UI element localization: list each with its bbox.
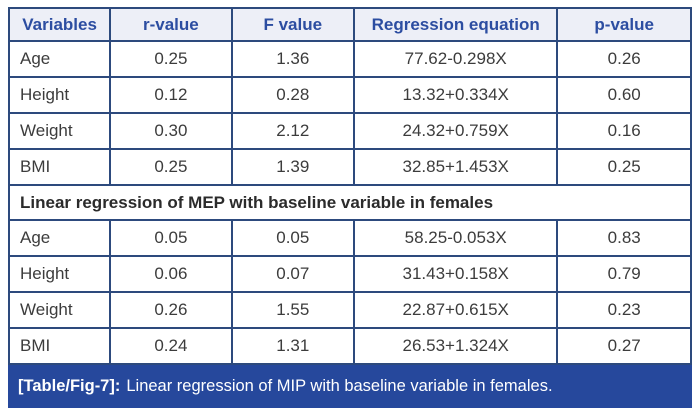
cell-variable: Age <box>7 40 112 78</box>
cell-variable: BMI <box>7 148 112 186</box>
mep-section: Linear regression of MEP with baseline v… <box>8 184 692 221</box>
table-row: Height 0.06 0.07 31.43+0.158X 0.79 <box>7 255 692 293</box>
cell-r-value: 0.25 <box>109 40 233 78</box>
cell-r-value: 0.05 <box>109 219 233 257</box>
cell-r-value: 0.06 <box>109 255 233 293</box>
section-header-row: Linear regression of MEP with baseline v… <box>8 184 692 221</box>
regression-table: Variables r-value F value Regression equ… <box>7 7 692 365</box>
table-row: Age 0.25 1.36 77.62-0.298X 0.26 <box>7 40 692 78</box>
column-header-regression-equation: Regression equation <box>353 7 559 42</box>
column-header-p-value: p-value <box>556 7 692 42</box>
caption-text: Linear regression of MIP with baseline v… <box>126 377 553 395</box>
cell-regression-equation: 31.43+0.158X <box>353 255 559 293</box>
mep-section-body: Age 0.05 0.05 58.25-0.053X 0.83 Height 0.06 0.0… <box>7 219 692 365</box>
cell-variable: Weight <box>7 291 112 329</box>
cell-r-value: 0.30 <box>109 112 233 150</box>
cell-variable: Weight <box>7 112 112 150</box>
table-row: BMI 0.25 1.39 32.85+1.453X 0.25 <box>7 148 692 186</box>
cell-p-value: 0.27 <box>556 327 692 365</box>
cell-p-value: 0.25 <box>556 148 692 186</box>
cell-r-value: 0.12 <box>109 76 233 114</box>
cell-r-value: 0.25 <box>109 148 233 186</box>
cell-f-value: 1.39 <box>230 148 356 186</box>
cell-f-value: 0.05 <box>230 219 356 257</box>
cell-regression-equation: 58.25-0.053X <box>353 219 559 257</box>
cell-p-value: 0.79 <box>556 255 692 293</box>
table-row: Weight 0.26 1.55 22.87+0.615X 0.23 <box>7 291 692 329</box>
cell-f-value: 1.36 <box>230 40 356 78</box>
cell-regression-equation: 22.87+0.615X <box>353 291 559 329</box>
section-header: Linear regression of MEP with baseline v… <box>8 184 692 221</box>
cell-f-value: 0.07 <box>230 255 356 293</box>
cell-regression-equation: 26.53+1.324X <box>353 327 559 365</box>
cell-p-value: 0.83 <box>556 219 692 257</box>
cell-variable: Height <box>7 76 112 114</box>
cell-f-value: 0.28 <box>230 76 356 114</box>
table-row: Age 0.05 0.05 58.25-0.053X 0.83 <box>7 219 692 257</box>
cell-variable: Age <box>7 219 112 257</box>
cell-p-value: 0.26 <box>556 40 692 78</box>
cell-regression-equation: 32.85+1.453X <box>353 148 559 186</box>
caption-label: [Table/Fig-7]: <box>18 377 121 395</box>
cell-regression-equation: 24.32+0.759X <box>353 112 559 150</box>
mip-section-body: Age 0.25 1.36 77.62-0.298X 0.26 Height 0.12 0.2… <box>7 40 692 186</box>
column-header-r-value: r-value <box>109 7 233 42</box>
header-row: Variables r-value F value Regression equ… <box>7 7 692 42</box>
cell-p-value: 0.16 <box>556 112 692 150</box>
column-header-variables: Variables <box>7 7 112 42</box>
table-caption-bar: [Table/Fig-7]: Linear regression of MIP … <box>8 365 692 408</box>
cell-variable: Height <box>7 255 112 293</box>
cell-r-value: 0.26 <box>109 291 233 329</box>
cell-f-value: 2.12 <box>230 112 356 150</box>
cell-regression-equation: 77.62-0.298X <box>353 40 559 78</box>
cell-f-value: 1.31 <box>230 327 356 365</box>
table-row: Weight 0.30 2.12 24.32+0.759X 0.16 <box>7 112 692 150</box>
cell-regression-equation: 13.32+0.334X <box>353 76 559 114</box>
cell-p-value: 0.23 <box>556 291 692 329</box>
table-row: Height 0.12 0.28 13.32+0.334X 0.60 <box>7 76 692 114</box>
table-row: BMI 0.24 1.31 26.53+1.324X 0.27 <box>7 327 692 365</box>
column-header-f-value: F value <box>230 7 356 42</box>
cell-variable: BMI <box>7 327 112 365</box>
cell-r-value: 0.24 <box>109 327 233 365</box>
cell-f-value: 1.55 <box>230 291 356 329</box>
cell-p-value: 0.60 <box>556 76 692 114</box>
